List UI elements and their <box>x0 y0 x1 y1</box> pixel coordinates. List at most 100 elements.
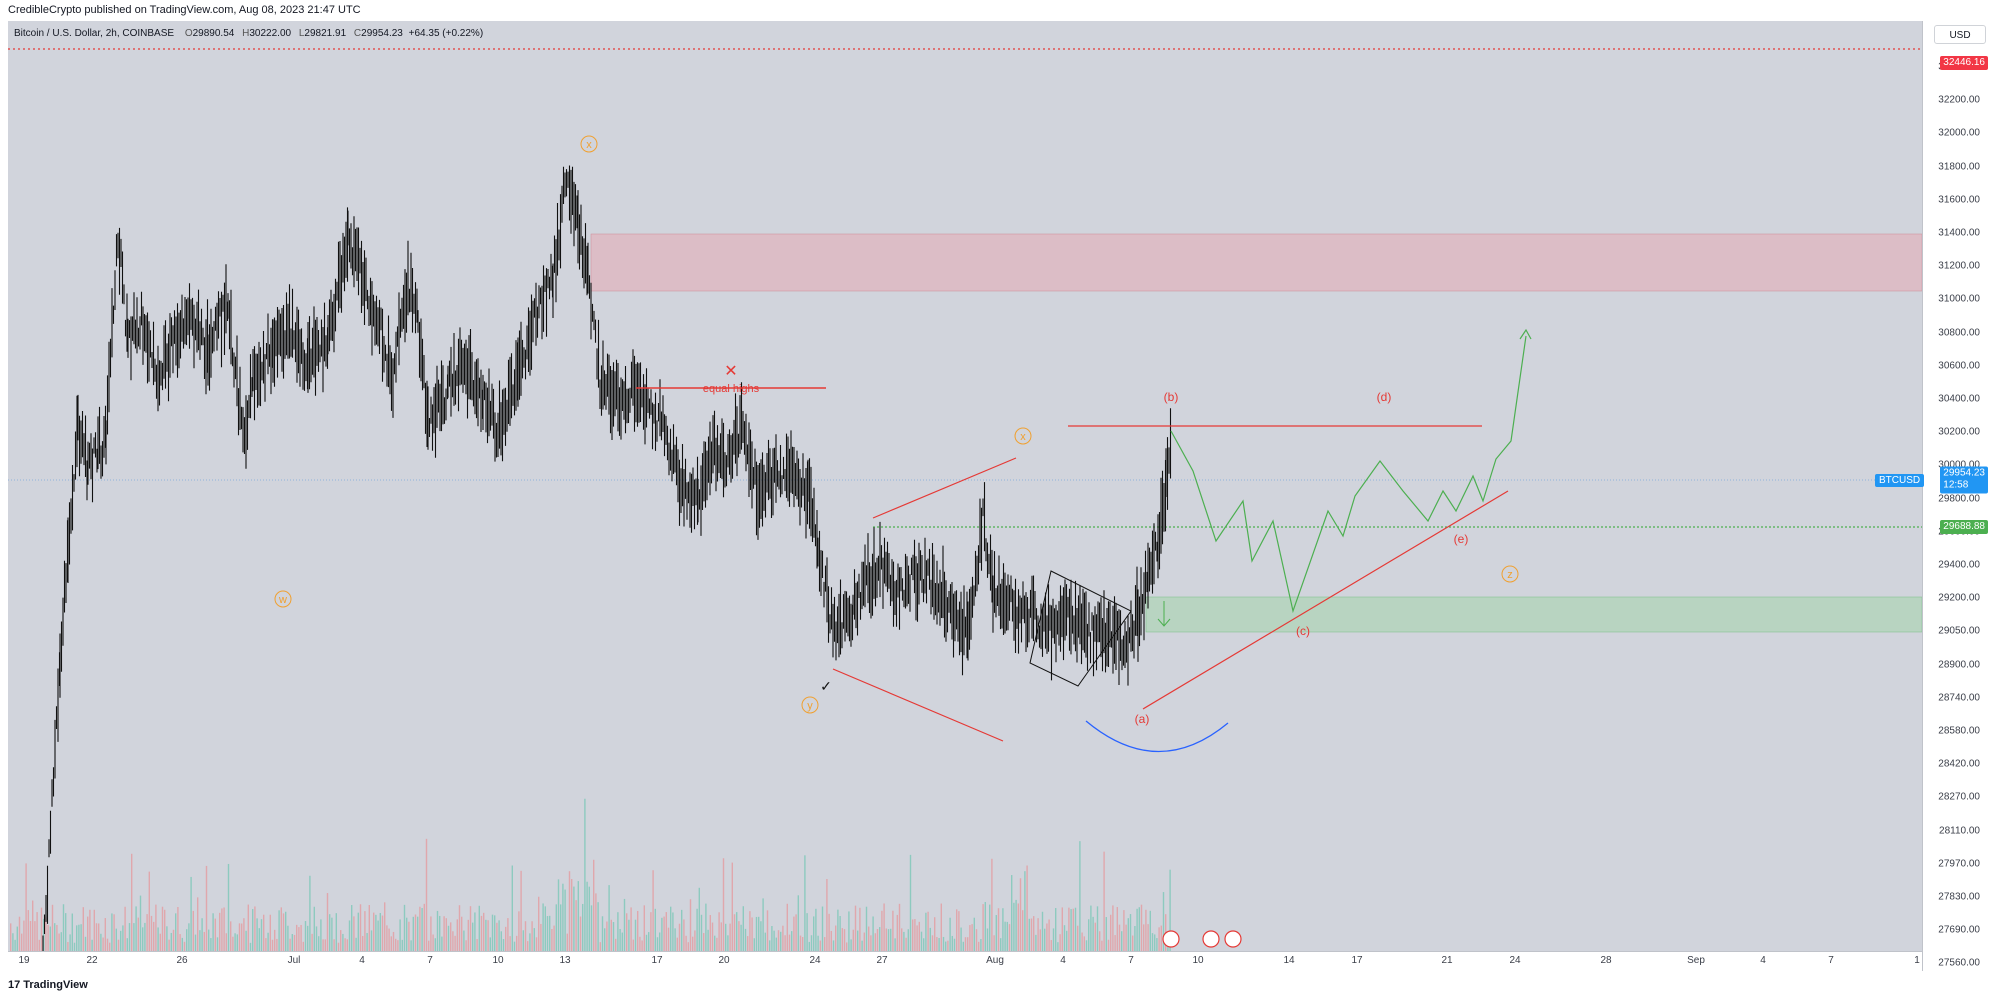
volume-bar <box>575 900 577 951</box>
time-tick: 10 <box>1192 955 1204 966</box>
tradingview-brand[interactable]: 17 TradingView <box>8 979 88 991</box>
volume-bar <box>1050 940 1052 951</box>
volume-bar <box>786 903 788 951</box>
volume-bar <box>815 908 817 951</box>
price-tick: 28110.00 <box>1939 825 1980 837</box>
volume-bar <box>848 911 850 951</box>
volume-bar <box>441 936 443 951</box>
volume-bar <box>665 912 667 951</box>
volume-bar <box>256 918 258 951</box>
volume-bar <box>582 903 584 951</box>
volume-bar <box>755 916 758 951</box>
volume-bar <box>1085 940 1088 951</box>
volume-bar <box>428 940 430 951</box>
volume-bar <box>854 905 857 951</box>
time-tick: 17 <box>1351 955 1363 966</box>
volume-bar <box>293 934 296 951</box>
volume-bar <box>949 917 951 951</box>
price-tick: 28900.00 <box>1938 659 1980 671</box>
volume-bar <box>192 910 194 951</box>
volume-bar <box>533 928 535 951</box>
volume-bar <box>643 905 645 951</box>
volume-bar <box>1013 902 1015 951</box>
volume-bar <box>498 920 500 951</box>
volume-bar <box>419 906 421 951</box>
volume-bar <box>417 916 419 951</box>
volume-bar <box>535 937 538 951</box>
volume-bar <box>632 939 634 951</box>
volume-bar <box>951 935 953 951</box>
volume-bar <box>740 924 742 951</box>
volume-bar <box>560 904 562 951</box>
price-chart[interactable]: equal highs ✕ (b) (a) (c) (d) (e) x w y x z ✓ <box>8 21 1922 951</box>
volume-bar <box>181 937 183 951</box>
symbol-description[interactable]: Bitcoin / U.S. Dollar, 2h, COINBASE <box>14 28 175 39</box>
volume-bar <box>934 917 936 951</box>
volume-bar <box>322 939 324 951</box>
volume-bar <box>604 928 606 951</box>
volume-bar <box>177 906 179 951</box>
time-axis[interactable]: 19 22 26 Jul 4 7 10 13 17 20 24 27 Aug 4 7 10 14 17 21 24 28… <box>8 951 1922 972</box>
volume-bar <box>1147 924 1149 951</box>
volume-bar <box>876 928 879 951</box>
volume-bar <box>355 937 357 951</box>
volume-bar <box>36 912 38 951</box>
volume-bar <box>1079 841 1081 951</box>
volume-bar <box>113 914 115 951</box>
volume-bar <box>32 900 34 951</box>
volume-bar <box>263 914 265 951</box>
volume-bar <box>538 896 540 951</box>
volume-bar <box>681 909 683 951</box>
price-axis[interactable]: USD 32400.0032200.0032000.0031800.003160… <box>1922 21 1993 1002</box>
volume-bar <box>700 914 703 951</box>
volume-bar <box>373 912 375 951</box>
volume-bar <box>751 917 753 951</box>
volume-bar <box>830 930 832 951</box>
volume-bar <box>1041 911 1044 951</box>
last-price-tag: 29954.23 12:58 <box>1940 466 1988 494</box>
volume-bar <box>967 937 969 951</box>
volume-bar <box>344 938 346 951</box>
volume-bar <box>390 936 392 951</box>
volume-bar <box>1024 871 1026 951</box>
volume-bar <box>465 940 467 951</box>
volume-bar <box>311 933 313 951</box>
volume-bar <box>225 933 227 951</box>
volume-bar <box>397 940 399 951</box>
volume-bar <box>71 913 73 951</box>
wave-y-label-ring <box>801 696 819 714</box>
volume-bar <box>278 910 280 951</box>
volume-bar <box>1123 910 1125 951</box>
volume-bar <box>980 939 982 951</box>
volume-bar <box>962 941 964 951</box>
green-down-arrow <box>1157 601 1171 627</box>
wave-w-label: w <box>278 594 287 606</box>
symbol-price-label: BTCUSD <box>1875 474 1925 487</box>
volume-bar <box>276 938 278 951</box>
footer: 17 TradingView <box>0 971 1993 1000</box>
volume-bar <box>652 870 654 951</box>
volume-bar <box>124 906 126 951</box>
volume-bar <box>775 937 777 951</box>
volume-bar <box>1088 919 1090 951</box>
chart-pane[interactable]: equal highs ✕ (b) (a) (c) (d) (e) x w y x z ✓ <box>8 21 1922 951</box>
volume-bar <box>516 935 518 951</box>
volume-bar <box>87 916 89 951</box>
volume-bar <box>1121 931 1123 951</box>
volume-bar <box>975 929 978 951</box>
triangle-upper-line <box>872 457 1017 519</box>
volume-bar <box>991 858 993 951</box>
currency-button[interactable]: USD <box>1934 25 1986 44</box>
volume-bar <box>223 907 225 951</box>
price-tick: 31000.00 <box>1938 293 1980 305</box>
volume-bar <box>89 909 91 951</box>
volume-bar <box>799 935 802 951</box>
flag-icon <box>1224 930 1242 948</box>
volume-bar <box>500 931 502 951</box>
volume-bar <box>953 938 956 951</box>
volume-bar <box>773 930 775 951</box>
volume-bar <box>159 933 161 951</box>
volume-bar <box>747 936 749 951</box>
price-tick: 30600.00 <box>1938 360 1980 372</box>
volume-bar <box>956 909 958 951</box>
